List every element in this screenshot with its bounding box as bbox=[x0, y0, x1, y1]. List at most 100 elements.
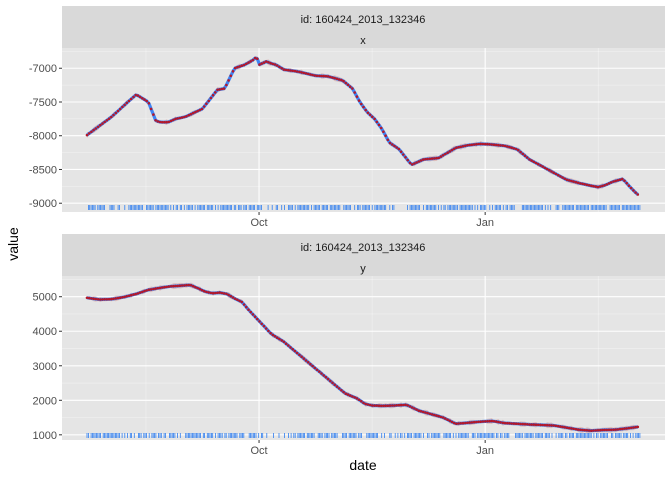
data-point bbox=[138, 291, 142, 294]
data-point bbox=[545, 423, 549, 427]
data-point bbox=[609, 428, 613, 432]
data-point bbox=[457, 145, 460, 149]
data-point bbox=[167, 285, 171, 288]
data-point bbox=[627, 184, 631, 187]
x-tick-label: Oct bbox=[250, 217, 267, 229]
data-point bbox=[187, 283, 191, 287]
data-point bbox=[521, 422, 525, 426]
data-point bbox=[585, 429, 589, 432]
data-point bbox=[565, 178, 569, 182]
data-point bbox=[607, 182, 611, 185]
strip-variable-label: x bbox=[360, 35, 366, 47]
data-point bbox=[112, 113, 115, 117]
data-point bbox=[295, 70, 299, 73]
data-point bbox=[282, 340, 286, 344]
data-point bbox=[211, 93, 215, 97]
data-point bbox=[594, 185, 598, 188]
data-point bbox=[251, 313, 255, 316]
data-point bbox=[340, 389, 343, 392]
data-point bbox=[512, 422, 516, 425]
data-point bbox=[596, 185, 600, 189]
data-point bbox=[539, 423, 542, 427]
data-point bbox=[293, 349, 297, 353]
data-point bbox=[280, 339, 284, 342]
data-point bbox=[240, 300, 244, 304]
data-point bbox=[229, 74, 233, 78]
data-point bbox=[110, 297, 113, 301]
data-point bbox=[525, 156, 529, 159]
data-point bbox=[627, 426, 631, 430]
data-point bbox=[132, 293, 135, 296]
data-point bbox=[156, 120, 160, 123]
data-point bbox=[636, 425, 640, 429]
data-point bbox=[205, 290, 208, 294]
data-point bbox=[178, 284, 182, 288]
data-point bbox=[548, 169, 551, 172]
data-point bbox=[424, 411, 427, 414]
data-point bbox=[295, 351, 299, 355]
data-point bbox=[556, 424, 560, 428]
data-point bbox=[576, 428, 580, 431]
data-point bbox=[486, 420, 489, 423]
data-point bbox=[379, 126, 383, 130]
data-point bbox=[483, 142, 487, 146]
data-point bbox=[428, 157, 432, 161]
data-point bbox=[391, 404, 394, 407]
facet-panel-x: id: 160424_2013_132346 x -7000 -7500 -8000… bbox=[29, 6, 665, 229]
y-tick-label: 4000 bbox=[33, 326, 57, 338]
data-point bbox=[293, 69, 297, 73]
data-point bbox=[337, 387, 341, 390]
data-point bbox=[479, 142, 483, 146]
data-point bbox=[172, 284, 175, 288]
data-point bbox=[598, 428, 602, 432]
data-point bbox=[386, 404, 390, 408]
data-point bbox=[579, 182, 582, 185]
data-point bbox=[528, 158, 531, 161]
data-point bbox=[525, 423, 529, 426]
data-point bbox=[632, 426, 635, 429]
data-point bbox=[612, 180, 615, 183]
data-point bbox=[315, 74, 319, 78]
panel-background bbox=[62, 48, 665, 212]
data-point bbox=[304, 359, 308, 362]
data-point bbox=[360, 102, 363, 106]
data-point bbox=[486, 142, 489, 146]
data-point bbox=[183, 115, 186, 119]
data-point bbox=[233, 297, 237, 301]
data-point bbox=[289, 346, 292, 349]
data-point bbox=[90, 297, 93, 300]
data-point bbox=[143, 98, 146, 101]
data-point bbox=[138, 95, 142, 99]
data-point bbox=[408, 405, 412, 408]
data-point bbox=[512, 147, 516, 150]
data-point bbox=[247, 61, 250, 64]
data-point bbox=[609, 181, 613, 184]
data-point bbox=[264, 60, 268, 63]
data-point bbox=[225, 83, 228, 87]
data-point bbox=[461, 145, 465, 148]
data-point bbox=[278, 65, 281, 69]
data-point bbox=[364, 108, 368, 112]
data-point bbox=[415, 161, 418, 164]
data-point bbox=[154, 119, 157, 122]
data-point bbox=[554, 424, 558, 428]
data-point bbox=[324, 74, 328, 78]
y-tick-label: -8500 bbox=[29, 164, 57, 176]
data-point bbox=[163, 120, 166, 124]
data-point bbox=[346, 393, 350, 396]
data-point bbox=[523, 422, 527, 426]
data-point bbox=[291, 348, 295, 351]
data-point bbox=[607, 428, 611, 432]
data-point bbox=[614, 179, 617, 183]
data-point bbox=[371, 115, 374, 119]
data-point bbox=[90, 130, 93, 134]
data-point bbox=[629, 186, 633, 190]
data-point bbox=[508, 145, 511, 149]
data-point bbox=[344, 392, 348, 396]
data-point bbox=[543, 166, 547, 170]
data-point bbox=[306, 361, 310, 364]
data-point bbox=[455, 422, 458, 426]
data-point bbox=[220, 87, 224, 91]
data-point bbox=[331, 381, 334, 385]
data-point bbox=[298, 70, 301, 74]
